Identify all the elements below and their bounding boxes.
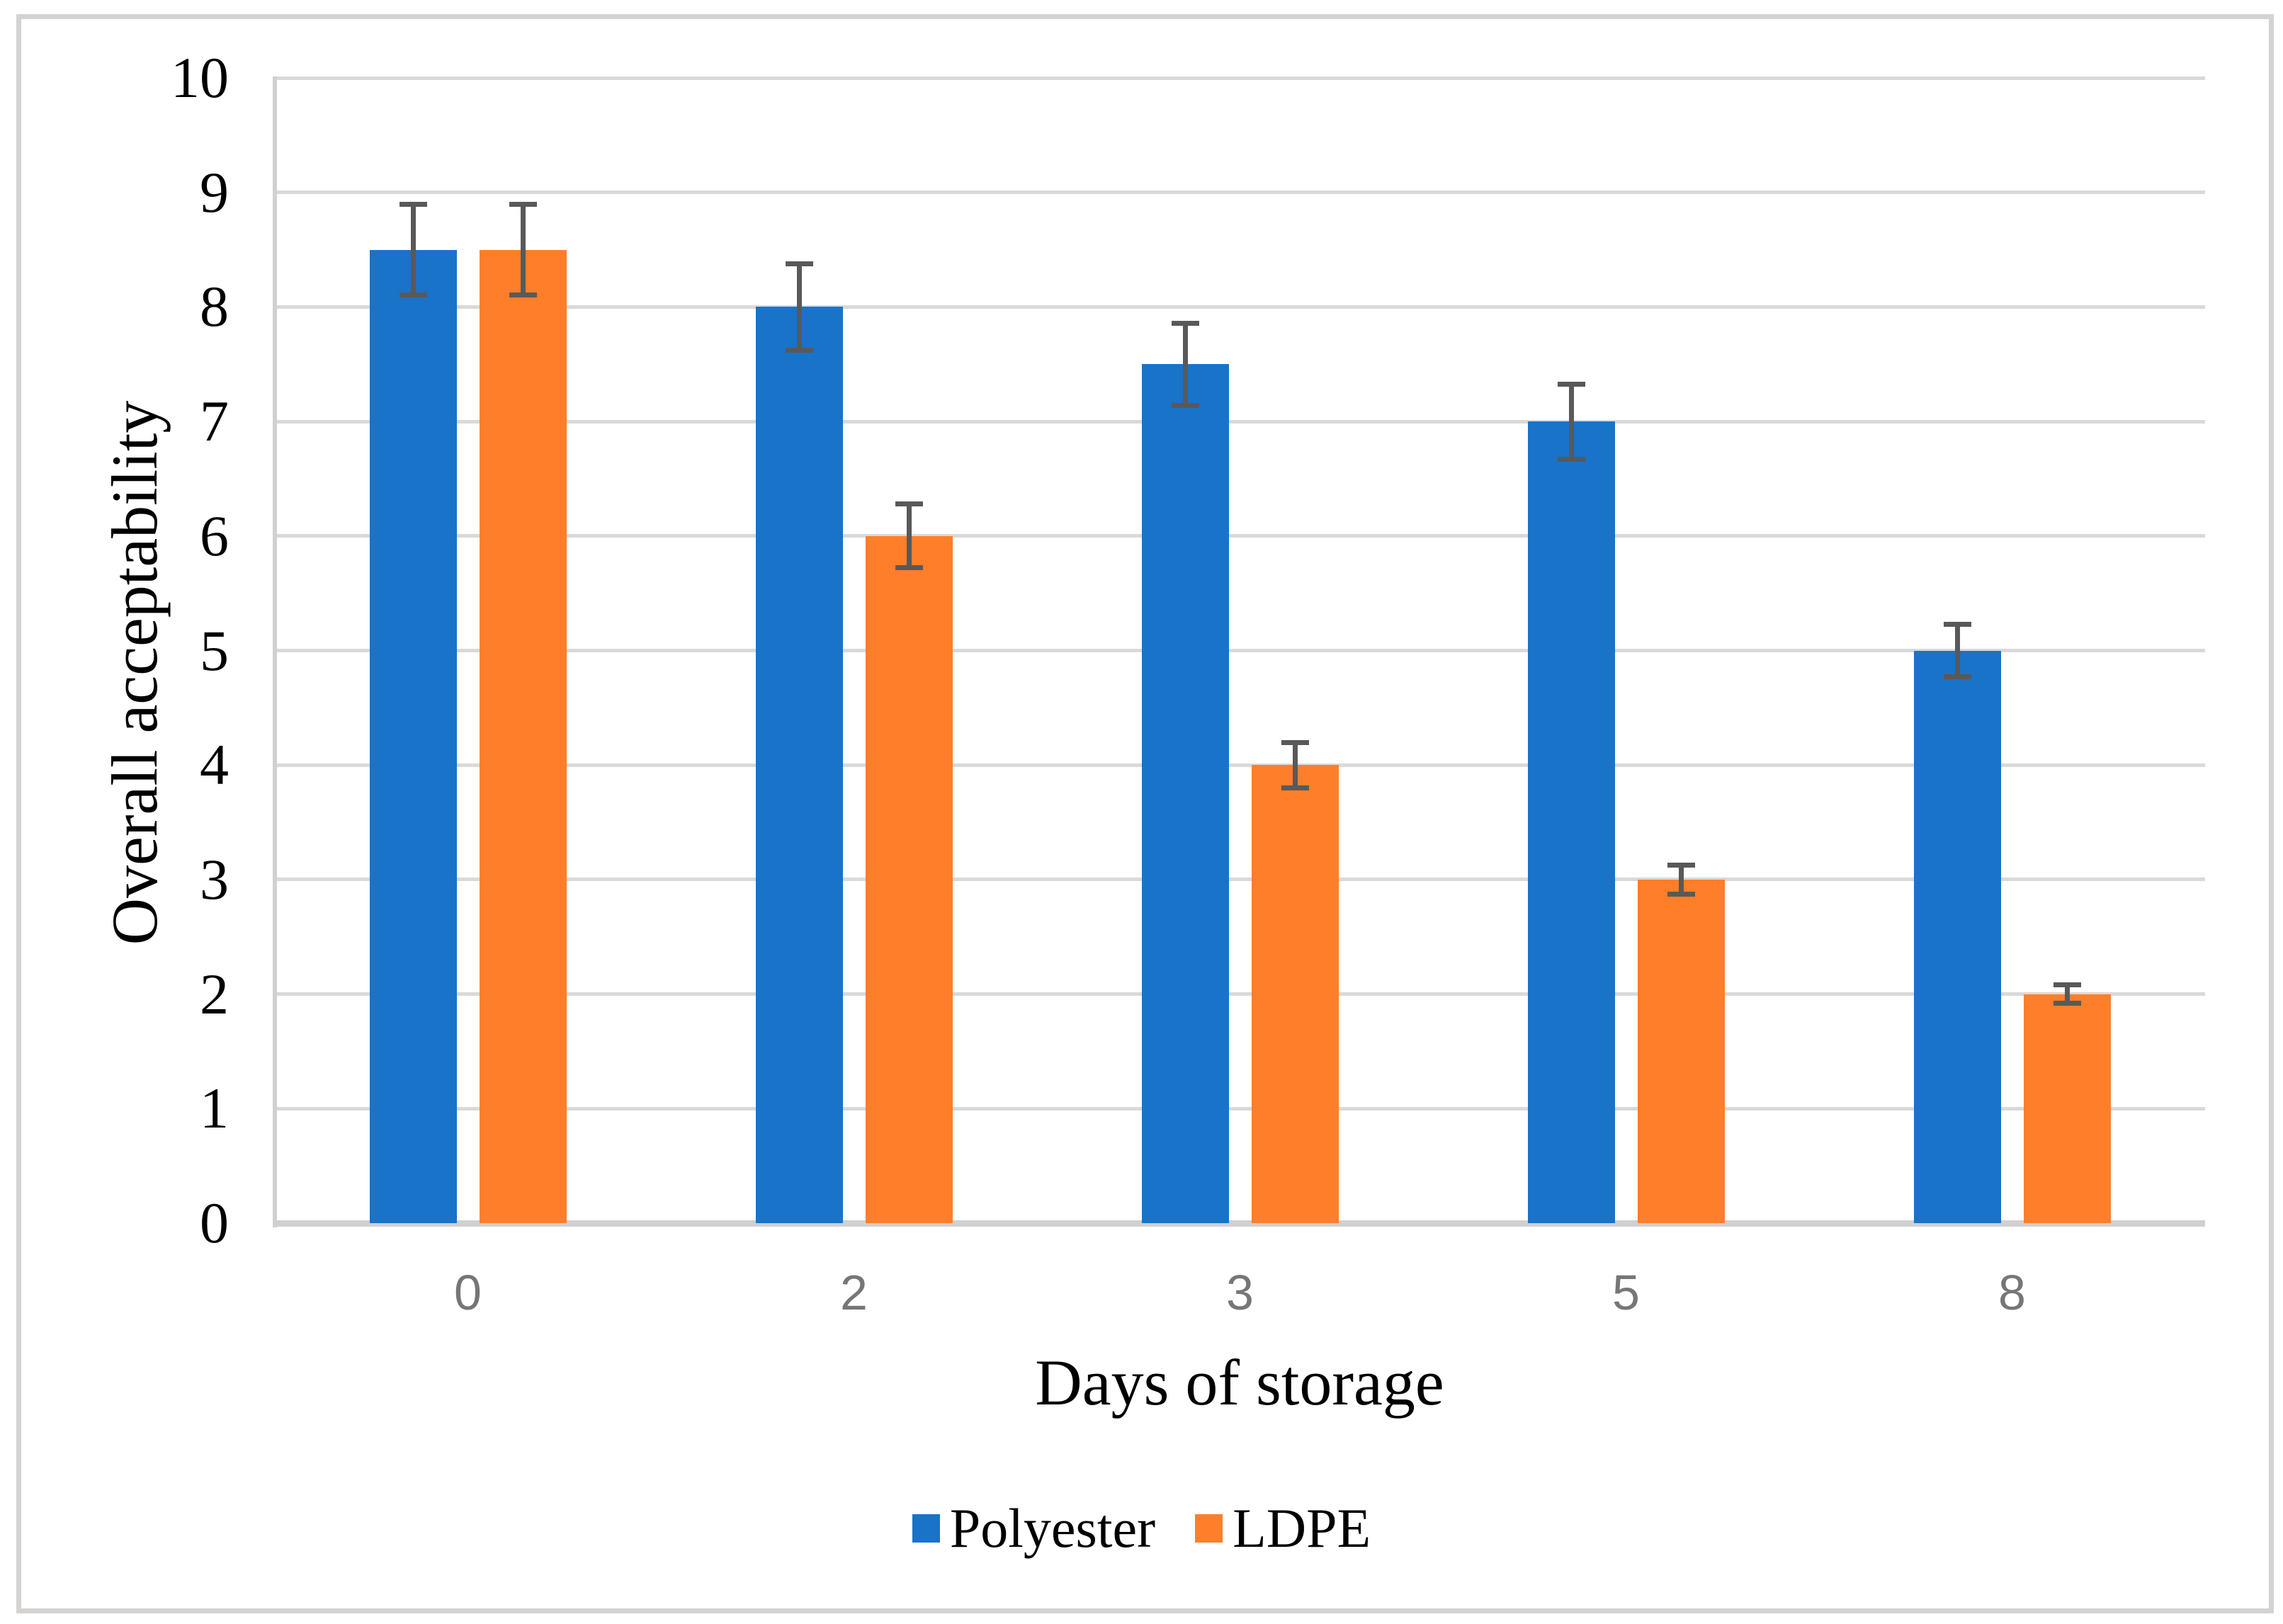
error-bar-polyester-5: [1568, 381, 1574, 462]
y-tick-label: 9: [200, 159, 229, 225]
error-bar-cap: [2053, 982, 2081, 988]
figure-border: [16, 14, 2274, 1613]
gridline: [275, 992, 2205, 996]
error-bar-cap: [1943, 622, 1971, 628]
gridline: [275, 76, 2205, 80]
error-bar-cap: [1281, 739, 1309, 745]
error-bar-cap: [1943, 674, 1971, 679]
bar-ldpe-5: [1637, 879, 1725, 1223]
bar-polyester-0: [369, 249, 457, 1223]
error-bar-cap: [785, 261, 813, 266]
error-bar-polyester-3: [1182, 320, 1188, 408]
y-tick-label: 4: [200, 732, 229, 797]
gridline: [275, 1106, 2205, 1111]
y-tick-label: 3: [200, 846, 229, 912]
error-bar-ldpe-3: [1292, 739, 1298, 790]
bar-ldpe-0: [479, 249, 567, 1223]
gridline: [275, 649, 2205, 652]
error-bar-cap: [1557, 456, 1585, 462]
y-tick-label: 1: [200, 1076, 229, 1141]
error-bar-cap: [1667, 892, 1695, 897]
error-bar-cap: [509, 201, 537, 207]
error-bar-cap: [895, 501, 923, 507]
error-bar-ldpe-5: [1678, 862, 1684, 897]
legend: Polyester LDPE: [0, 1496, 2283, 1561]
x-tick-label: 2: [840, 1265, 868, 1320]
y-axis-line: [273, 76, 277, 1227]
legend-swatch-icon: [1195, 1514, 1223, 1543]
bar-polyester-8: [1913, 650, 2001, 1223]
legend-item-polyester: Polyester: [912, 1497, 1155, 1560]
y-tick-label: 6: [200, 503, 229, 568]
x-tick-label: 3: [1226, 1265, 1254, 1320]
y-tick-label: 7: [200, 389, 229, 454]
bar-ldpe-3: [1251, 765, 1339, 1223]
bar-polyester-3: [1141, 364, 1229, 1223]
bar-polyester-2: [755, 307, 843, 1223]
error-bar-cap: [1171, 320, 1199, 326]
error-bar-cap: [509, 293, 537, 298]
y-tick-label: 8: [200, 274, 229, 339]
gridline: [275, 419, 2205, 424]
gridline: [275, 878, 2205, 882]
error-bar-polyester-8: [1954, 622, 1960, 679]
bar-ldpe-8: [2023, 994, 2111, 1223]
x-tick-label: 8: [1998, 1265, 2026, 1320]
legend-swatch-icon: [912, 1514, 940, 1543]
x-axis-line: [275, 1220, 2205, 1227]
y-axis-title: Overall acceptability: [98, 400, 171, 946]
error-bar-cap: [2053, 1000, 2081, 1006]
gridline: [275, 191, 2205, 195]
bar-polyester-5: [1527, 421, 1615, 1223]
y-tick-label: 10: [171, 45, 229, 110]
legend-item-ldpe: LDPE: [1195, 1497, 1371, 1560]
y-tick-label: 0: [200, 1191, 229, 1255]
error-bar-ldpe-8: [2064, 982, 2070, 1006]
error-bar-cap: [1281, 785, 1309, 790]
x-tick-label: 0: [454, 1265, 482, 1320]
error-bar-ldpe-0: [520, 201, 526, 298]
gridline: [275, 305, 2205, 309]
x-tick-label: 5: [1612, 1265, 1640, 1320]
error-bar-cap: [399, 201, 427, 207]
error-bar-cap: [1557, 381, 1585, 387]
gridline: [275, 763, 2205, 767]
gridline: [275, 534, 2205, 538]
error-bar-cap: [1171, 402, 1199, 408]
bar-ldpe-2: [865, 535, 953, 1223]
error-bar-cap: [895, 565, 923, 571]
legend-label: Polyester: [949, 1497, 1156, 1559]
y-tick-label: 2: [200, 961, 229, 1026]
error-bar-polyester-2: [796, 261, 802, 353]
error-bar-cap: [399, 293, 427, 298]
legend-label: LDPE: [1233, 1497, 1371, 1559]
error-bar-cap: [1667, 862, 1695, 868]
error-bar-ldpe-2: [906, 501, 912, 571]
y-tick-label: 5: [200, 618, 229, 683]
error-bar-polyester-0: [410, 201, 416, 298]
error-bar-cap: [785, 348, 813, 353]
x-axis-title: Days of storage: [1035, 1346, 1444, 1419]
